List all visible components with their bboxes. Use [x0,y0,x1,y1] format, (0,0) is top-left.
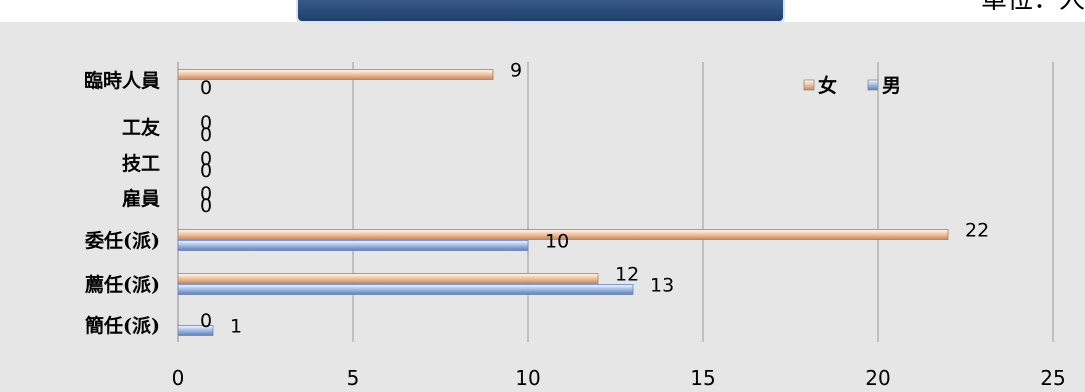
data-label-female: 0 [200,148,212,170]
bar-female [177,229,949,240]
data-label-female: 12 [615,264,639,286]
data-label-female: 0 [200,310,212,332]
data-label-male: 1 [230,316,242,338]
category-label: 薦任(派) [85,273,160,296]
data-label-female: 9 [510,60,522,82]
data-label-male: 0 [200,77,212,99]
category-label: 委任(派) [84,229,160,252]
legend-swatch-male [867,79,879,91]
bars [177,69,949,336]
data-label-female: 0 [200,183,212,205]
data-label-male: 0 [200,195,212,217]
legend-label-female: 女 [818,74,837,97]
legend-label-male: 男 [882,75,901,97]
x-tick-label: 15 [690,366,715,390]
x-tick-label: 5 [347,366,360,390]
title-banner [296,0,785,23]
category-label: 雇員 [122,187,160,210]
x-tick-label: 10 [515,366,540,390]
bar-female [177,69,494,80]
data-label-male: 0 [200,160,212,182]
category-label: 簡任(派) [85,314,160,337]
data-label-male: 13 [650,275,674,297]
x-tick-label: 25 [1040,366,1065,390]
category-label: 工友 [122,116,160,139]
category-label: 臨時人員 [84,69,160,92]
data-label-female: 0 [200,112,212,134]
bar-male [177,325,214,336]
x-tick-labels: 0 5 10 15 20 25 [172,366,1066,390]
bar-male [177,240,529,251]
data-label-female: 22 [965,220,989,242]
legend: 女 男 [803,74,901,97]
x-tick-label: 20 [865,366,890,390]
bar-female [177,273,599,284]
data-label-male: 10 [545,231,569,253]
x-tick-label: 0 [172,366,185,390]
data-label-male: 0 [200,124,212,146]
unit-label: 單位：人 [981,0,1085,15]
legend-swatch-female [803,79,815,91]
category-label: 技工 [122,152,160,175]
bar-male [177,284,634,295]
gridlines [177,62,1054,342]
